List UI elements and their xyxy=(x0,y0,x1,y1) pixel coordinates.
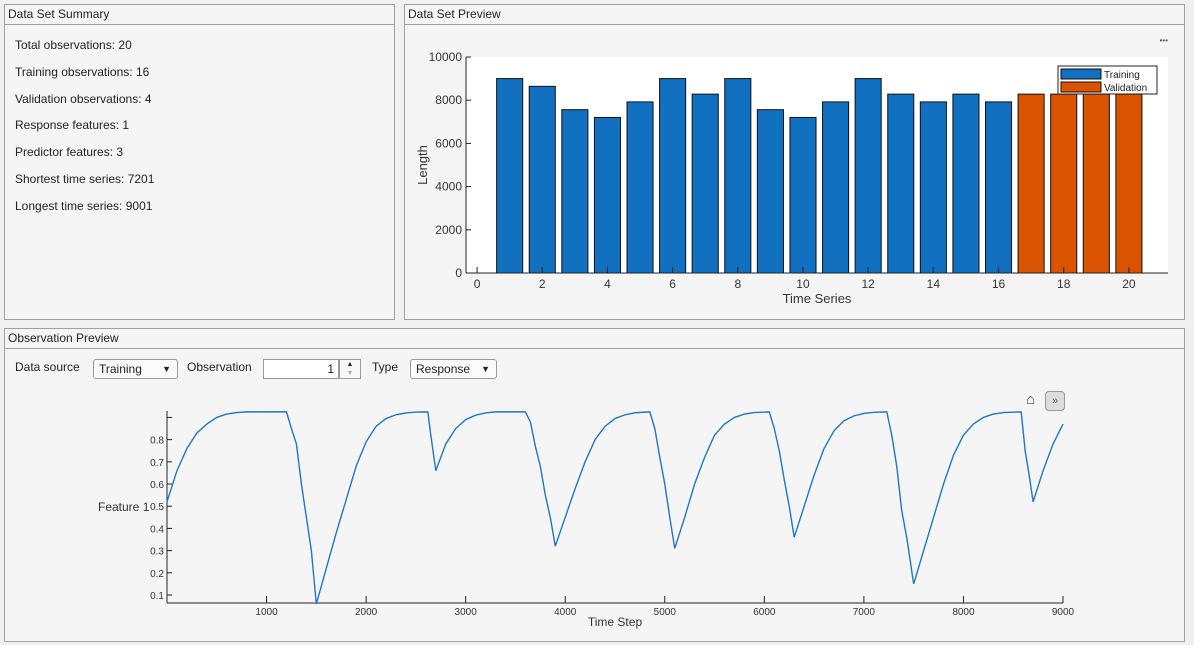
stat-predictor: Predictor features: 3 xyxy=(15,145,124,159)
x-tick-label: 18 xyxy=(1057,277,1071,291)
stat-longest: Longest time series: 9001 xyxy=(15,199,153,213)
type-label: Type xyxy=(372,360,399,374)
x-tick-label: 16 xyxy=(992,277,1006,291)
panel-title: Data Set Preview xyxy=(405,5,1184,25)
y-tick-label: 2000 xyxy=(435,223,462,237)
x-tick-label: 8 xyxy=(734,277,741,291)
bar xyxy=(724,78,752,274)
data-source-value: Training xyxy=(99,362,142,376)
bar xyxy=(952,93,980,274)
bar-chart: 0 2 4 6 8 10 12 14 16 18 20 0 2000 4000 6000 8000 10000 T… xyxy=(415,50,1168,306)
y-tick-label: 6000 xyxy=(435,136,462,150)
x-tick-label: 20 xyxy=(1122,277,1136,291)
data-set-summary-panel: Data Set Summary Total observations: 20 … xyxy=(4,4,395,320)
chevron-double-right-icon[interactable]: » xyxy=(1045,391,1065,411)
x-tick-label: 14 xyxy=(927,277,941,291)
panel-title: Observation Preview xyxy=(5,329,1184,349)
bar xyxy=(1050,93,1078,274)
data-source-dropdown[interactable]: Training ▼ xyxy=(93,359,178,379)
dropdown-arrow-icon: ▼ xyxy=(162,364,171,374)
bar xyxy=(1082,93,1110,274)
legend-label: Training xyxy=(1104,70,1140,81)
home-icon[interactable]: ⌂ xyxy=(1026,391,1036,408)
bar xyxy=(1115,93,1143,274)
bar xyxy=(789,116,817,274)
bar xyxy=(593,116,621,274)
x-tick-label: 0 xyxy=(474,277,481,291)
bar xyxy=(691,93,719,274)
panel-title: Data Set Summary xyxy=(5,5,394,25)
step-down-icon[interactable]: ▼ xyxy=(346,370,354,377)
legend-swatch xyxy=(1060,81,1102,93)
bar xyxy=(756,109,784,274)
observation-preview-panel: Observation Preview Data source Training… xyxy=(4,328,1185,642)
observation-input[interactable]: 1 xyxy=(263,359,339,379)
observation-stepper[interactable]: ▲ ▼ xyxy=(339,359,361,379)
bar xyxy=(561,109,589,274)
more-options-button[interactable]: ••• xyxy=(1159,36,1168,45)
bar xyxy=(984,101,1013,274)
stat-training: Training observations: 16 xyxy=(15,65,150,79)
bar xyxy=(822,101,850,274)
x-tick-label: 12 xyxy=(861,277,875,291)
y-tick-label: 8000 xyxy=(435,93,462,107)
step-up-icon[interactable]: ▲ xyxy=(346,361,354,368)
y-axis-label: Length xyxy=(415,145,430,185)
x-tick-label: 4 xyxy=(604,277,611,291)
y-tick-label: 4000 xyxy=(435,180,462,194)
dropdown-arrow-icon: ▼ xyxy=(481,364,490,374)
observation-label: Observation xyxy=(187,360,252,374)
bar xyxy=(919,101,947,274)
stat-response: Response features: 1 xyxy=(15,118,130,132)
bar xyxy=(528,85,556,274)
x-tick-label: 6 xyxy=(669,277,676,291)
x-axis-label: Time Series xyxy=(783,291,852,306)
bar xyxy=(854,78,882,274)
type-dropdown[interactable]: Response ▼ xyxy=(410,359,497,379)
type-value: Response xyxy=(416,362,471,376)
stat-shortest: Shortest time series: 7201 xyxy=(15,172,155,186)
bar xyxy=(887,93,915,274)
bar xyxy=(496,78,524,274)
bar xyxy=(626,101,654,274)
x-tick-label: 2 xyxy=(539,277,546,291)
legend-label: Validation xyxy=(1104,83,1147,94)
bar xyxy=(659,78,687,274)
data-source-label: Data source xyxy=(15,360,80,374)
x-tick-label: 10 xyxy=(796,277,810,291)
stat-validation: Validation observations: 4 xyxy=(15,92,152,106)
y-tick-label: 0 xyxy=(455,266,462,280)
y-tick-label: 10000 xyxy=(429,50,463,64)
legend-swatch xyxy=(1060,68,1102,80)
stat-total: Total observations: 20 xyxy=(15,38,132,52)
bar xyxy=(1017,93,1045,274)
